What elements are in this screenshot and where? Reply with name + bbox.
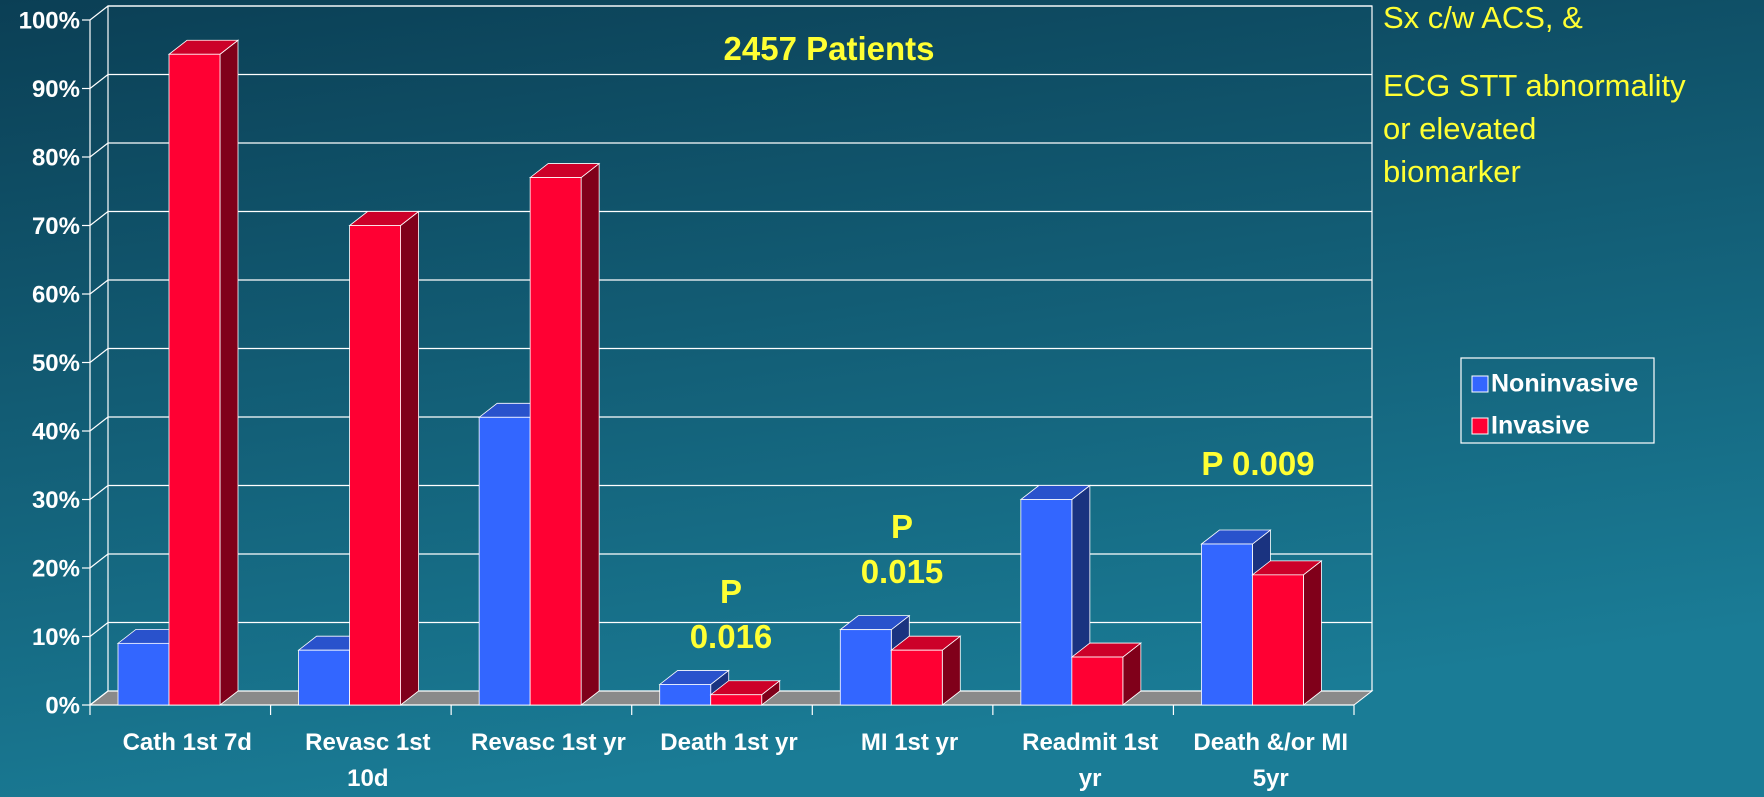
annotation: P 0.009 [1201,445,1314,482]
y-tick-label: 70% [32,213,80,240]
side-note: Sx c/w ACS, & [1383,0,1583,35]
bar-side [580,162,600,706]
legend: Noninvasive Invasive [1460,357,1655,444]
x-tick-label: Death &/or MI 5yr [1193,729,1348,792]
bar [1201,543,1253,706]
bar [710,694,763,706]
bar [168,53,221,706]
y-tick-label: 50% [32,350,80,377]
x-tick-label: Cath 1st 7d [123,729,252,756]
bar [529,177,582,706]
bar [1020,499,1073,706]
annotation: P 0.015 [861,508,944,590]
y-tick-label: 60% [32,281,80,308]
x-tick-label: Death 1st yr [660,729,797,756]
y-tick-label: 80% [32,144,80,171]
y-tick-label: 100% [19,7,80,34]
y-tick-label: 30% [32,487,80,514]
bar [298,649,350,706]
y-tick-label: 0% [45,692,80,719]
grid-line-side [89,622,109,637]
annotation: P 0.016 [690,573,773,655]
grid-line-side [89,553,109,569]
grid-line-side [89,485,109,500]
bar [659,684,712,706]
legend-swatch [1471,375,1489,393]
bar [349,225,401,706]
grid-line-side [89,5,109,21]
grid-line-side [89,690,109,706]
x-tick-label: Revasc 1st yr [471,729,626,756]
x-tick-label: Readmit 1st yr [1022,729,1158,792]
y-tick-label: 20% [32,555,80,582]
bar [117,642,170,706]
x-tick-label: MI 1st yr [861,729,958,756]
bar [1252,574,1304,706]
bar-side [400,210,419,706]
legend-swatch [1471,417,1489,435]
bar [478,416,531,706]
annotation: 2457 Patients [724,30,935,67]
legend-label: Invasive [1491,412,1590,440]
legend-box [1460,357,1655,444]
bar-side [1303,560,1322,706]
y-tick-label: 90% [32,76,80,103]
x-tick-label: Revasc 1st 10d [305,729,430,792]
grid-line-side [89,142,109,158]
grid-line-side [89,416,109,432]
legend-label: Noninvasive [1491,370,1638,398]
grid-line-side [89,74,109,89]
grid-line-side [89,279,109,295]
side-note: ECG STT abnormality or elevated biomarker [1383,68,1686,189]
grid-line-side [89,348,109,363]
bar [890,649,943,706]
bar-side [219,39,239,706]
y-tick-label: 40% [32,418,80,445]
y-tick-label: 10% [32,624,80,651]
grid-line-side [89,211,109,226]
bar [1071,656,1124,706]
bar [839,629,892,706]
